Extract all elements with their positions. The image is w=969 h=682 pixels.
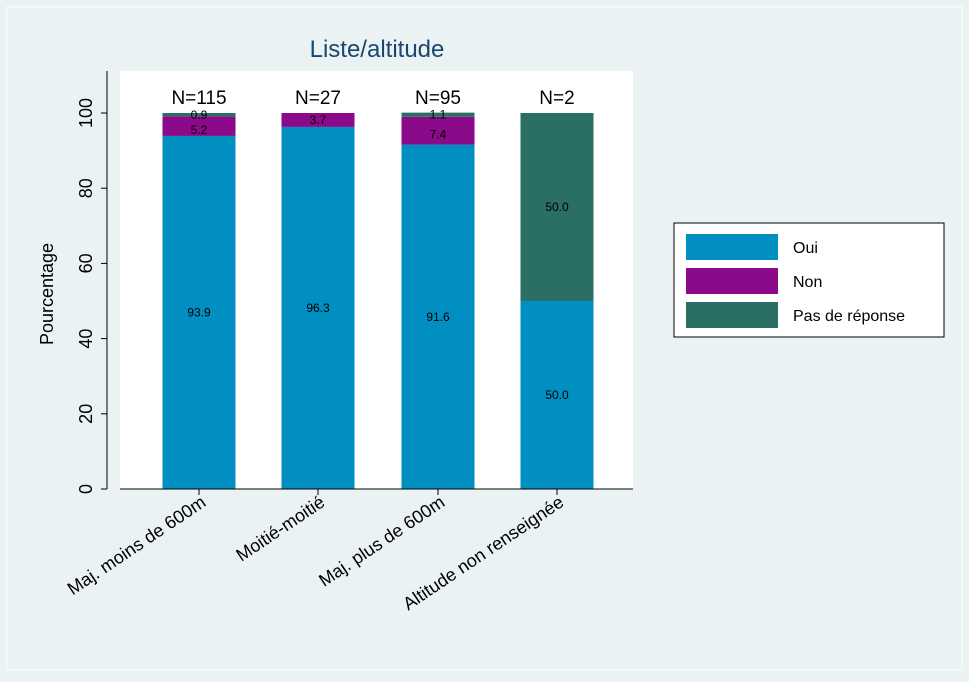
bar-segment-cat4-series1 <box>520 301 594 489</box>
data-label-cat3-series2: 7.4 <box>430 128 447 142</box>
bar-segment-cat3-series1 <box>401 144 475 490</box>
chart-title: Liste/altitude <box>310 36 445 63</box>
count-label-cat3: N=95 <box>415 88 461 109</box>
legend-label-series3: Pas de réponse <box>793 308 905 325</box>
count-label-cat1: N=115 <box>171 88 226 109</box>
legend-label-series2: Non <box>793 274 822 291</box>
y-tick-label-80: 80 <box>76 178 96 198</box>
data-label-cat1-series2: 5.2 <box>191 123 208 137</box>
count-label-cat4: N=2 <box>539 88 574 109</box>
data-label-cat2-series2: 3.7 <box>310 113 327 127</box>
y-axis-label: Pourcentage <box>37 243 57 345</box>
count-label-cat2: N=27 <box>295 88 341 109</box>
y-tick-label-0: 0 <box>76 484 96 494</box>
bar-segment-cat1-series2 <box>162 116 236 136</box>
bar-segment-cat1-series1 <box>162 135 236 489</box>
bar-segment-cat3-series3 <box>401 112 475 117</box>
bar-segment-cat3-series2 <box>401 116 475 145</box>
data-label-cat1-series1: 93.9 <box>187 305 211 319</box>
bar-segment-cat1-series3 <box>162 113 236 117</box>
legend: Oui Non Pas de réponse <box>673 222 945 338</box>
legend-swatch-series1 <box>686 234 778 260</box>
legend-swatch-series2 <box>686 268 778 294</box>
y-tick-label-100: 100 <box>76 98 96 128</box>
bar-segment-cat2-series2 <box>281 113 355 127</box>
y-tick-label-60: 60 <box>76 253 96 273</box>
data-label-cat4-series3: 50.0 <box>545 200 569 214</box>
data-label-cat2-series1: 96.3 <box>306 301 330 315</box>
y-axis: 0 20 40 60 80 100 <box>76 71 633 494</box>
bar-segment-cat2-series1 <box>281 126 355 490</box>
legend-label-series1: Oui <box>793 240 818 257</box>
data-label-cat1-series3: 0.9 <box>191 108 208 122</box>
y-tick-label-40: 40 <box>76 329 96 349</box>
data-label-cat4-series1: 50.0 <box>545 388 569 402</box>
data-label-cat3-series3: 1.1 <box>430 108 447 122</box>
bar-segment-cat4-series3 <box>520 113 594 301</box>
data-label-cat3-series1: 91.6 <box>426 310 450 324</box>
y-tick-label-20: 20 <box>76 404 96 424</box>
legend-swatch-series3 <box>686 302 778 328</box>
bars-layer: 93.9 5.20.9N=115 96.3 3.7 N=27 91.6 7.4 1.1N=95… <box>162 88 594 490</box>
